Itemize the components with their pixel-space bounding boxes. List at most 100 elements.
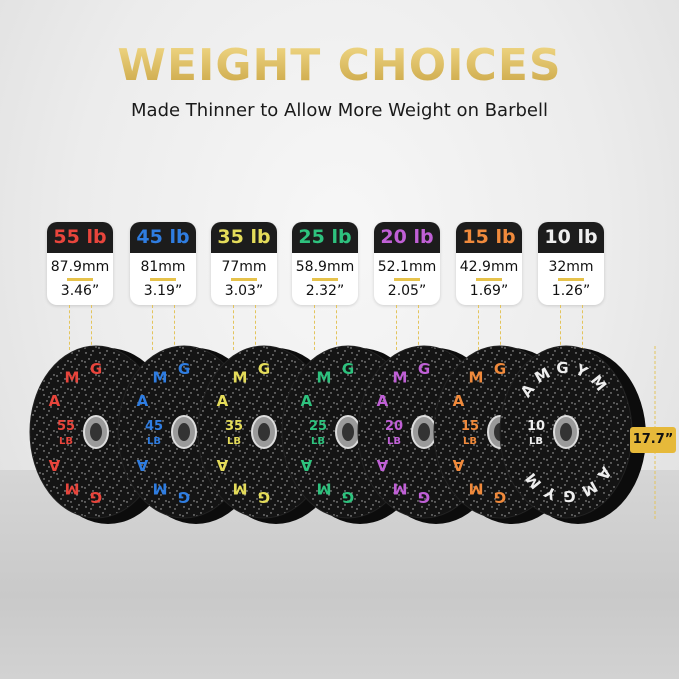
leader-line <box>255 305 256 350</box>
weight-label: 15 lb <box>456 222 522 253</box>
weight-label: 25 lb <box>292 222 358 253</box>
leader-line <box>418 305 419 350</box>
plate-number: 35 <box>225 419 243 434</box>
plate-number: 20 <box>385 419 403 434</box>
brand-letter: G <box>90 360 102 378</box>
thickness-mm: 81mm <box>140 259 186 275</box>
brand-letter: M <box>317 369 332 387</box>
brand-letter: A <box>217 392 229 410</box>
thickness-mm: 42.9mm <box>459 259 519 275</box>
brand-letter: G <box>342 360 354 378</box>
leader-line <box>233 305 234 350</box>
brand-letter: M <box>393 369 408 387</box>
plate-unit: LB <box>227 436 241 447</box>
divider <box>558 278 584 281</box>
leader-line <box>91 305 92 350</box>
brand-letter: M <box>233 369 248 387</box>
leader-line <box>336 305 337 350</box>
thickness-inch: 3.03” <box>224 283 264 299</box>
thickness-inch: 3.46” <box>60 283 100 299</box>
brand-letter: G <box>494 488 506 506</box>
weight-label: 35 lb <box>211 222 277 253</box>
brand-letter: M <box>153 369 168 387</box>
thickness-inch: 1.26” <box>551 283 591 299</box>
leader-line <box>174 305 175 350</box>
weight-card: 55 lb 87.9mm 3.46” <box>47 222 113 305</box>
leader-line <box>478 305 479 350</box>
thickness-mm: 58.9mm <box>295 259 355 275</box>
weight-label: 45 lb <box>130 222 196 253</box>
divider <box>476 278 502 281</box>
plate-number: 10 <box>527 419 545 434</box>
brand-letter: G <box>178 360 190 378</box>
thickness-mm: 52.1mm <box>377 259 437 275</box>
leader-line <box>582 305 583 350</box>
thickness-inch: 3.19” <box>143 283 183 299</box>
brand-letter: M <box>469 479 484 497</box>
subtitle: Made Thinner to Allow More Weight on Bar… <box>131 100 548 121</box>
divider <box>231 278 257 281</box>
divider <box>150 278 176 281</box>
brand-letter: A <box>300 456 312 474</box>
thickness-inch: 1.69” <box>469 283 509 299</box>
divider <box>394 278 420 281</box>
plate-unit: LB <box>147 436 161 447</box>
brand-letter: G <box>418 360 430 378</box>
divider <box>67 278 93 281</box>
brand-letter: A <box>137 392 149 410</box>
brand-letter: A <box>136 456 148 474</box>
thickness-inch: 2.32” <box>305 283 345 299</box>
brand-letter: M <box>65 479 80 497</box>
plate-unit: LB <box>463 436 477 447</box>
thickness-mm: 87.9mm <box>50 259 110 275</box>
leader-line <box>396 305 397 350</box>
page-title: WEIGHT CHOICES <box>0 40 679 91</box>
brand-letter: M <box>317 479 332 497</box>
brand-letter: A <box>49 392 61 410</box>
plate-unit: LB <box>311 436 325 447</box>
weight-label: 10 lb <box>538 222 604 253</box>
brand-letter: M <box>153 479 168 497</box>
diameter-badge: 17.7” <box>630 427 676 453</box>
weight-card: 15 lb 42.9mm 1.69” <box>456 222 522 305</box>
brand-letter: M <box>65 369 80 387</box>
brand-letter: A <box>301 392 313 410</box>
leader-line <box>500 305 501 350</box>
brand-letter: A <box>376 456 388 474</box>
weight-card: 45 lb 81mm 3.19” <box>130 222 196 305</box>
plate-number: 45 <box>145 419 163 434</box>
leader-line <box>560 305 561 350</box>
weight-label: 20 lb <box>374 222 440 253</box>
weight-card: 35 lb 77mm 3.03” <box>211 222 277 305</box>
weight-label: 55 lb <box>47 222 113 253</box>
brand-letter: A <box>377 392 389 410</box>
leader-line <box>69 305 70 350</box>
brand-letter: A <box>452 456 464 474</box>
brand-letter: A <box>48 456 60 474</box>
thickness-inch: 2.05” <box>387 283 427 299</box>
brand-letter: G <box>258 488 270 506</box>
plate-number: 25 <box>309 419 327 434</box>
brand-letter: G <box>494 360 506 378</box>
thickness-mm: 32mm <box>548 259 594 275</box>
brand-letter: M <box>469 369 484 387</box>
brand-letter: A <box>216 456 228 474</box>
brand-letter: M <box>393 479 408 497</box>
brand-letter: G <box>258 360 270 378</box>
brand-letter: A <box>453 392 465 410</box>
plate-number: 15 <box>461 419 479 434</box>
brand-letter: G <box>90 488 102 506</box>
plate-number: 55 <box>57 419 75 434</box>
brand-letter: G <box>342 488 354 506</box>
weight-card: 10 lb 32mm 1.26” <box>538 222 604 305</box>
divider <box>312 278 338 281</box>
weight-card: 20 lb 52.1mm 2.05” <box>374 222 440 305</box>
leader-line <box>314 305 315 350</box>
brand-letter: G <box>418 488 430 506</box>
weight-card: 25 lb 58.9mm 2.32” <box>292 222 358 305</box>
plate-unit: LB <box>59 436 73 447</box>
leader-line <box>152 305 153 350</box>
plate-unit: LB <box>387 436 401 447</box>
